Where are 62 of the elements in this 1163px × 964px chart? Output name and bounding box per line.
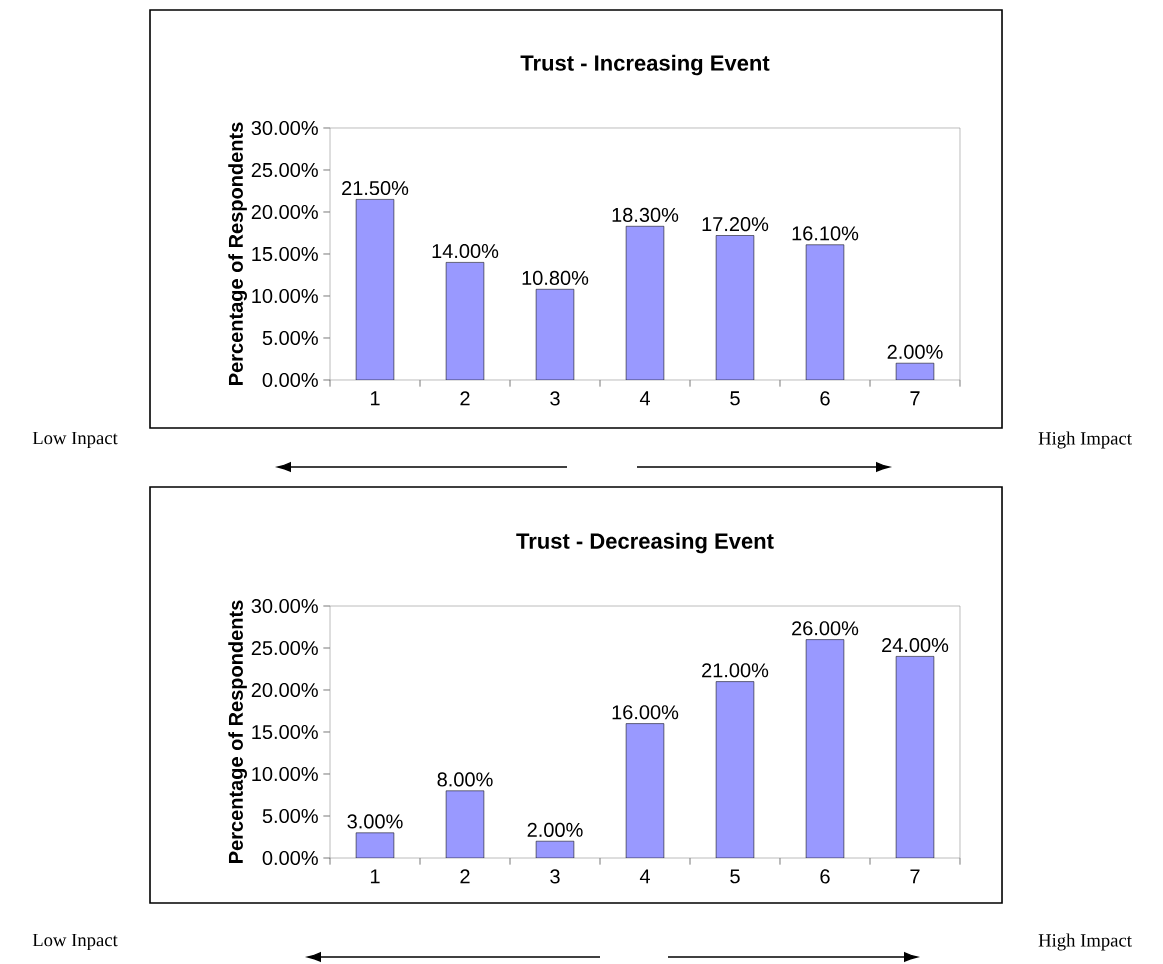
x-tick-label: 1 (370, 869, 380, 884)
bar (805, 244, 845, 380)
y-tick-label: 30.00% (251, 598, 318, 614)
y-tick-label: 5.00% (262, 330, 318, 346)
y-tick-label: 20.00% (251, 682, 318, 698)
data-label: 2.00% (887, 344, 943, 359)
y-axis-title: Percentage of Respondents (228, 600, 247, 863)
y-tick-label: 25.00% (251, 640, 318, 656)
data-label: 2.00% (527, 822, 583, 837)
x-tick-label: 7 (910, 391, 920, 406)
y-tick-label: 30.00% (251, 120, 318, 136)
bar (625, 723, 665, 858)
y-axis-title: Percentage of Respondents (228, 122, 247, 385)
bar (805, 639, 845, 858)
x-tick-label: 2 (460, 391, 470, 406)
data-label: 21.50% (342, 180, 409, 196)
x-tick-label: 3 (550, 391, 560, 406)
bar (625, 226, 665, 380)
y-tick-label: 15.00% (252, 724, 318, 740)
x-tick-label: 7 (910, 869, 920, 884)
data-label: 21.00% (702, 663, 769, 678)
text: High Impact (1038, 933, 1132, 951)
data-label: 3.00% (347, 814, 403, 829)
y-tick-label: 10.00% (252, 766, 318, 782)
y-tick-label: 10.00% (252, 288, 318, 304)
bar (445, 262, 485, 380)
x-tick-label: 2 (460, 869, 470, 884)
data-label: 14.00% (432, 243, 499, 259)
y-tick-label: 0.00% (262, 850, 318, 866)
data-label: 26.00% (792, 621, 859, 636)
bar (445, 790, 485, 858)
x-tick-label: 5 (730, 391, 740, 406)
data-label: 10.80% (522, 270, 589, 285)
data-label: 16.10% (792, 226, 859, 241)
x-tick-label: 4 (639, 391, 650, 406)
x-tick-label: 6 (820, 391, 830, 406)
x-tick-label: 4 (639, 869, 650, 884)
text: Low Inpact (32, 431, 118, 449)
text: High Impact (1038, 431, 1132, 449)
y-tick-label: 0.00% (262, 372, 318, 388)
x-tick-label: 3 (550, 869, 560, 884)
chart-title: Trust - Decreasing Event (516, 532, 774, 554)
y-tick-label: 20.00% (251, 204, 318, 220)
bar (355, 832, 395, 858)
x-tick-label: 5 (730, 869, 740, 884)
x-tick-label: 6 (820, 869, 830, 884)
bar (355, 199, 395, 380)
y-tick-label: 25.00% (251, 162, 318, 178)
bar (715, 681, 755, 858)
bar (535, 289, 575, 380)
chart-title: Trust - Increasing Event (520, 54, 770, 76)
text: Low Inpact (32, 933, 118, 951)
bar (895, 656, 935, 858)
data-label: 8.00% (437, 772, 493, 787)
data-label: 17.20% (702, 217, 769, 232)
data-label: 18.30% (612, 207, 679, 222)
bar (715, 235, 755, 380)
data-label: 24.00% (882, 637, 949, 653)
data-label: 16.00% (612, 705, 679, 720)
x-tick-label: 1 (370, 391, 380, 406)
y-tick-label: 15.00% (252, 246, 318, 262)
y-tick-label: 5.00% (262, 808, 318, 824)
